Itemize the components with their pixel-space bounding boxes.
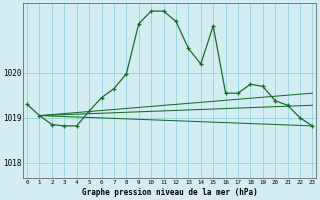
- X-axis label: Graphe pression niveau de la mer (hPa): Graphe pression niveau de la mer (hPa): [82, 188, 258, 197]
